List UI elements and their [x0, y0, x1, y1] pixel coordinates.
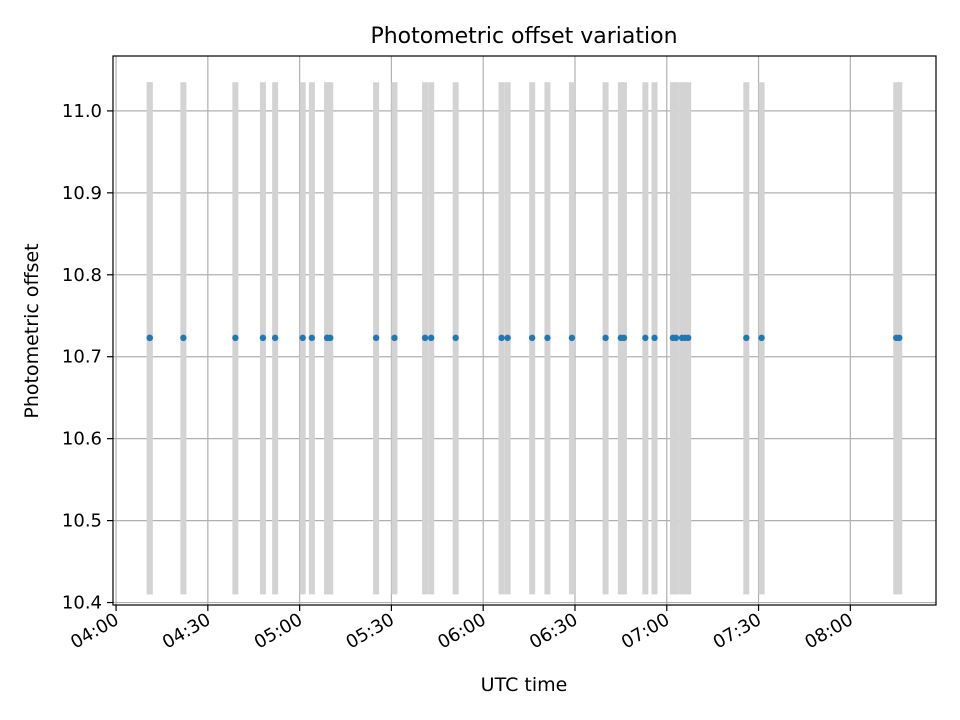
data-point — [684, 334, 692, 342]
grid — [113, 56, 936, 605]
x-tick-label: 06:30 — [526, 609, 581, 653]
data-point — [743, 334, 750, 342]
data-point — [327, 334, 334, 342]
x-tick-label: 08:00 — [801, 609, 856, 653]
plot-frame — [112, 55, 937, 606]
y-tick-label: 10.9 — [62, 183, 102, 204]
y-tick-label: 10.6 — [62, 429, 102, 450]
x-tick-label: 04:30 — [159, 609, 214, 653]
data-point — [452, 334, 459, 342]
y-tick-label: 10.8 — [62, 265, 102, 286]
x-tick-label: 05:30 — [342, 609, 397, 653]
y-tick-label: 10.4 — [62, 593, 102, 614]
data-point — [672, 334, 680, 342]
y-axis-label: Photometric offset — [21, 243, 43, 418]
data-point — [180, 334, 187, 342]
x-axis-label: UTC time — [481, 674, 568, 696]
x-tick-label: 05:00 — [251, 609, 306, 653]
data-point — [896, 334, 903, 342]
data-point — [232, 334, 239, 342]
x-tick-label: 07:00 — [618, 609, 673, 653]
data-points — [146, 334, 903, 342]
y-tick-label: 10.5 — [62, 511, 102, 532]
data-point — [308, 334, 316, 342]
data-point — [758, 334, 765, 342]
data-point — [421, 334, 429, 342]
data-point — [602, 334, 609, 342]
data-point — [299, 334, 306, 342]
x-tick-label: 04:00 — [67, 609, 122, 653]
y-tick-label: 11.0 — [62, 101, 102, 122]
y-axis: 10.4 10.5 10.6 10.7 10.8 10.9 11.0 — [62, 101, 113, 614]
data-point — [528, 334, 536, 342]
data-point — [651, 334, 658, 342]
x-axis: 04:00 04:30 05:00 05:30 06:00 06:30 07:00 07:30… — [67, 605, 857, 653]
x-tick-label: 06:00 — [434, 609, 489, 653]
data-point — [498, 334, 505, 342]
data-point — [544, 334, 551, 342]
data-point — [568, 334, 576, 342]
y-tick-label: 10.7 — [62, 347, 102, 368]
data-point — [642, 334, 649, 342]
data-point — [504, 334, 511, 342]
chart-title: Photometric offset variation — [370, 24, 677, 49]
x-tick-label: 07:30 — [710, 609, 765, 653]
data-point — [391, 334, 398, 342]
data-point — [427, 334, 435, 342]
data-point — [620, 334, 628, 342]
data-point — [372, 334, 380, 342]
data-point — [259, 334, 267, 342]
data-point — [146, 334, 153, 342]
data-point — [271, 334, 279, 342]
